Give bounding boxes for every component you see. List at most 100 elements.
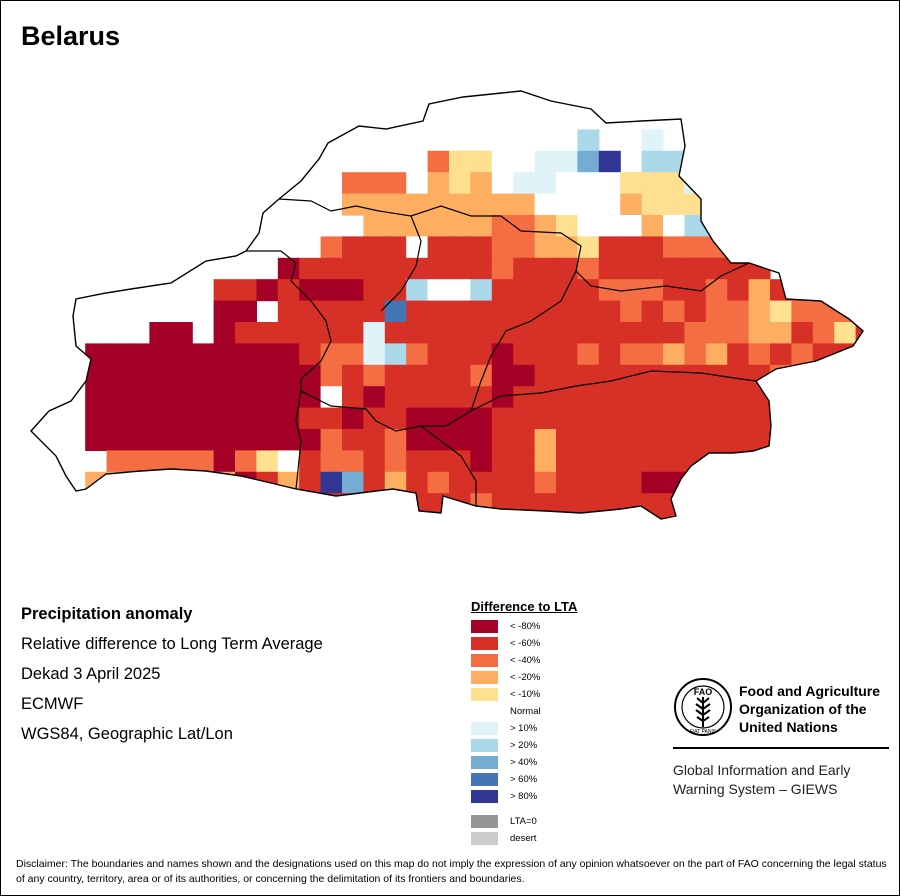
grid-cell <box>770 579 792 601</box>
grid-cell <box>642 600 664 601</box>
grid-cell <box>491 386 514 409</box>
grid-cell <box>106 471 129 494</box>
grid-cell <box>235 450 257 473</box>
grid-cell <box>492 536 514 558</box>
grid-cell <box>449 386 471 409</box>
grid-cell <box>428 557 450 579</box>
grid-cell <box>727 215 750 237</box>
grid-cell <box>556 450 578 473</box>
grid-cell <box>620 450 643 473</box>
legend-label: < -40% <box>510 655 541 666</box>
grid-cell <box>406 364 429 387</box>
grid-cell <box>170 514 193 519</box>
grid-cell <box>449 300 471 323</box>
grid-cell <box>491 193 514 216</box>
grid-cell <box>598 257 621 280</box>
grid-cell <box>749 600 771 601</box>
grid-cell <box>128 429 150 451</box>
grid-cell <box>342 557 364 579</box>
grid-cell <box>748 471 771 494</box>
grid-cell <box>277 343 300 366</box>
grid-cell <box>641 429 664 451</box>
grid-cell <box>706 557 728 579</box>
grid-cell <box>213 322 236 344</box>
grid-cell <box>363 300 386 323</box>
grid-cell <box>598 236 621 259</box>
grid-cell <box>727 493 750 516</box>
grid-cell <box>812 300 835 323</box>
legend-swatch <box>471 790 498 803</box>
grid-cell <box>556 322 578 344</box>
grid-cell <box>513 172 536 195</box>
grid-cell <box>213 429 236 451</box>
grid-cell <box>877 579 899 601</box>
grid-cell <box>727 236 750 259</box>
grid-cell <box>427 471 450 494</box>
grid-cell <box>278 579 300 601</box>
legend-swatch <box>471 620 498 633</box>
grid-cell <box>449 236 471 259</box>
grid-cell <box>213 300 236 323</box>
fao-name-line-2: Organization of the <box>739 701 867 717</box>
legend-label: > 80% <box>510 791 538 802</box>
legend-label: > 10% <box>510 723 538 734</box>
grid-cell <box>320 429 343 451</box>
grid-cell <box>727 407 750 430</box>
grid-cell <box>855 429 863 451</box>
grid-cell <box>577 536 599 558</box>
grid-cell <box>877 429 899 451</box>
legend-swatch <box>471 654 498 667</box>
grid-cell <box>620 493 643 516</box>
grid-cell <box>384 450 407 473</box>
grid-cell <box>235 407 257 430</box>
grid-cell <box>834 600 856 601</box>
grid-cell <box>877 365 899 387</box>
grid-cell <box>598 450 621 473</box>
grid-cell <box>556 471 578 494</box>
grid-cell <box>299 471 322 494</box>
grid-cell <box>342 429 364 451</box>
grid-cell <box>470 386 493 409</box>
grid-cell <box>106 343 129 366</box>
grid-cell <box>663 343 685 366</box>
grid-cell <box>342 236 364 259</box>
grid-cell <box>491 450 514 473</box>
grid-cell <box>492 557 514 579</box>
grid-cell <box>214 557 236 579</box>
legend-item: Normal <box>471 703 577 720</box>
grid-cell <box>321 579 343 601</box>
grid-cell <box>170 343 193 366</box>
legend-swatch <box>471 637 498 650</box>
grid-cell <box>342 279 364 302</box>
divider <box>673 747 889 749</box>
grid-cell <box>428 579 450 601</box>
grid-cell <box>321 536 343 558</box>
grid-cell <box>171 557 193 579</box>
grid-cell <box>491 300 514 323</box>
legend-item: < -10% <box>471 686 577 703</box>
grid-cell <box>620 193 643 216</box>
grid-cell <box>470 215 493 237</box>
grid-cell <box>128 471 150 494</box>
grid-cell <box>64 536 86 558</box>
grid-cell <box>406 557 428 579</box>
grid-cell <box>598 429 621 451</box>
grid-cell <box>577 300 600 323</box>
grid-cell <box>85 429 108 451</box>
grid-cell <box>641 450 664 473</box>
grid-cell <box>898 493 899 515</box>
grid-cell <box>663 450 685 473</box>
grid-cell <box>812 471 835 494</box>
legend-swatch <box>471 671 498 684</box>
grid-cell <box>770 429 792 451</box>
grid-cell <box>491 322 514 344</box>
grid-cell <box>256 386 279 409</box>
grid-cell <box>63 514 86 519</box>
grid-cell <box>170 322 193 344</box>
grid-cell <box>470 193 493 216</box>
grid-cell <box>534 450 557 473</box>
grid-cell <box>513 557 535 579</box>
grid-cell <box>320 300 343 323</box>
grid-cell <box>470 279 493 302</box>
grid-cell <box>149 407 172 430</box>
